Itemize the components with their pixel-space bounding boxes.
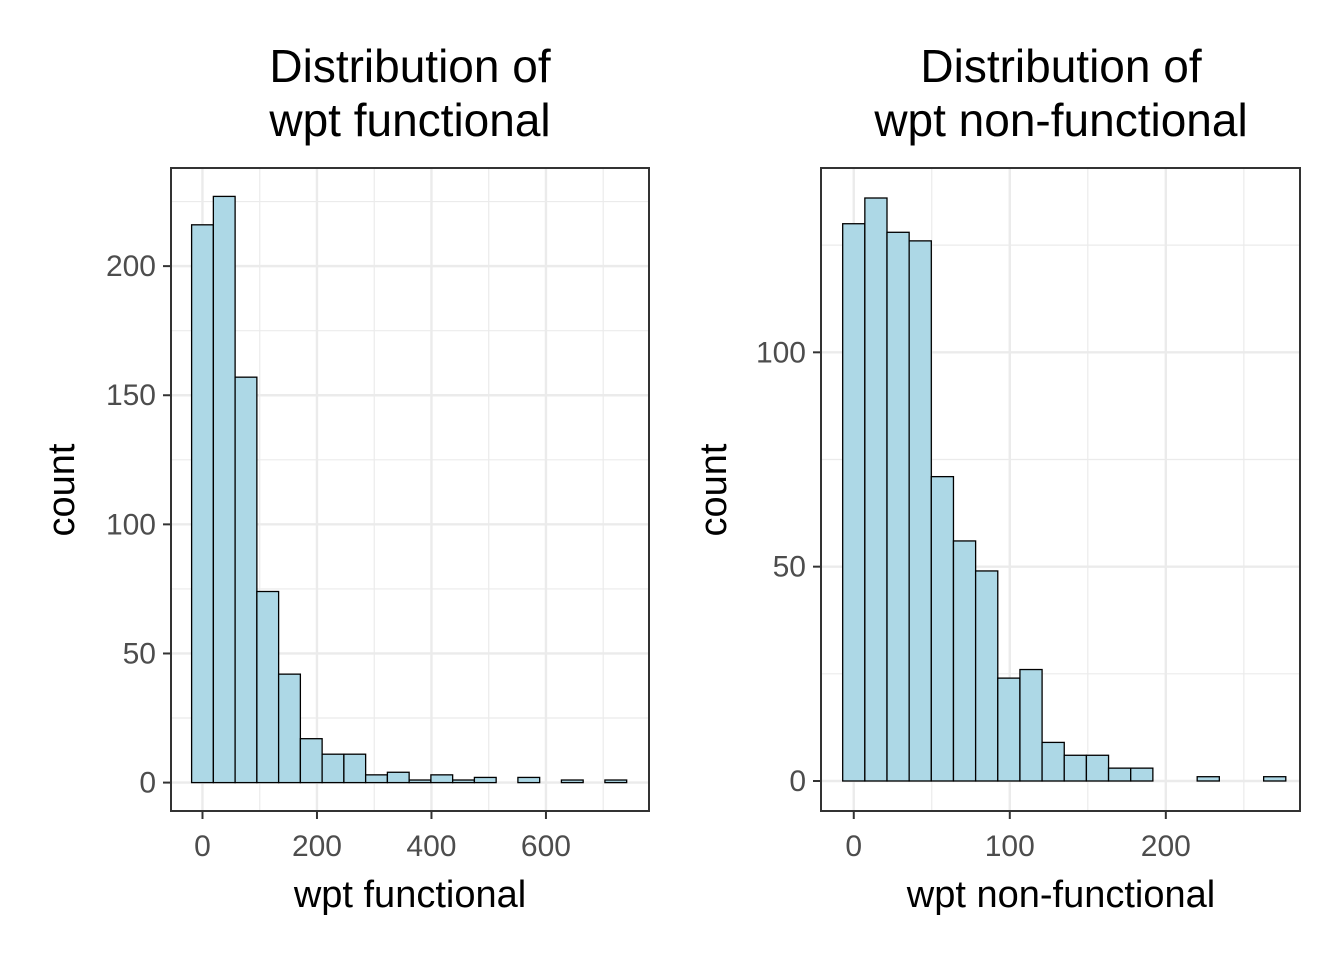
histogram-bar bbox=[842, 223, 866, 782]
histogram-bar bbox=[299, 738, 323, 784]
histogram-bar bbox=[864, 197, 888, 782]
x-axis-label: wpt functional bbox=[293, 874, 526, 916]
x-tick-label: 200 bbox=[1141, 830, 1191, 863]
chart-panel-non-functional: Distribution of wpt non-functional 0 100 2… bbox=[693, 40, 1301, 916]
y-tick-label: 100 bbox=[756, 336, 806, 369]
histogram-bar bbox=[604, 779, 628, 784]
y-tick-label: 0 bbox=[139, 767, 156, 800]
histogram-bar bbox=[952, 540, 977, 782]
y-tick-label: 50 bbox=[123, 637, 156, 670]
histogram-bar bbox=[190, 224, 215, 784]
y-tick-label: 50 bbox=[773, 551, 806, 584]
chart-panel-functional: Distribution of wpt functional 0 200 400 60… bbox=[41, 40, 650, 916]
plot-border bbox=[820, 167, 1301, 812]
histogram-bar bbox=[473, 776, 497, 784]
histogram-bar bbox=[364, 774, 389, 784]
x-tick-label: 0 bbox=[194, 830, 211, 863]
y-axis-label: count bbox=[41, 443, 83, 536]
y-tick-label: 200 bbox=[106, 250, 156, 283]
histogram-bar bbox=[1262, 776, 1287, 782]
histogram-bars bbox=[842, 197, 1287, 782]
x-tick-label: 600 bbox=[521, 830, 571, 863]
x-tick-label: 0 bbox=[845, 830, 862, 863]
histogram-bar bbox=[1196, 776, 1220, 782]
x-axis-label: wpt non-functional bbox=[906, 874, 1215, 916]
y-tick-label: 150 bbox=[106, 379, 156, 412]
histogram-bar bbox=[1085, 754, 1110, 782]
histogram-bar bbox=[234, 376, 258, 784]
histogram-bar bbox=[386, 771, 410, 784]
histogram-bar bbox=[1019, 668, 1043, 782]
histogram-bar bbox=[517, 776, 541, 784]
chart-title-line-2: wpt functional bbox=[268, 94, 550, 146]
chart-title-line-1: Distribution of bbox=[269, 40, 550, 92]
histogram-bar bbox=[886, 231, 910, 782]
histogram-bar bbox=[1130, 767, 1154, 782]
histogram-bar bbox=[321, 753, 345, 784]
histogram-bar bbox=[212, 195, 236, 784]
histogram-bars bbox=[190, 195, 628, 784]
histogram-bar bbox=[343, 753, 367, 784]
histogram-bar bbox=[430, 774, 454, 784]
chart-title-line-1: Distribution of bbox=[920, 40, 1201, 92]
histogram-bar bbox=[277, 673, 302, 784]
y-axis-label: count bbox=[693, 443, 735, 536]
y-tick-label: 0 bbox=[789, 765, 806, 798]
histogram-bar bbox=[1063, 754, 1088, 782]
histogram-bar bbox=[930, 475, 955, 782]
histogram-bar bbox=[408, 779, 432, 784]
histogram-bar bbox=[451, 779, 476, 784]
histogram-bar bbox=[997, 677, 1021, 782]
axis-ticks: 0 200 400 600 0 50 100 150 200 bbox=[106, 250, 571, 863]
histogram-bar bbox=[974, 570, 999, 782]
plot-border bbox=[170, 167, 650, 812]
histogram-bar bbox=[1041, 741, 1065, 782]
histogram-bar bbox=[256, 590, 280, 784]
x-tick-label: 100 bbox=[985, 830, 1035, 863]
histogram-bar bbox=[908, 240, 932, 782]
y-tick-label: 100 bbox=[106, 508, 156, 541]
chart-title-line-2: wpt non-functional bbox=[873, 94, 1247, 146]
x-tick-label: 400 bbox=[406, 830, 456, 863]
histogram-bar bbox=[1107, 767, 1132, 782]
axis-ticks: 0 100 200 0 50 100 bbox=[756, 336, 1191, 863]
x-tick-label: 200 bbox=[292, 830, 342, 863]
histogram-bar bbox=[560, 779, 584, 784]
